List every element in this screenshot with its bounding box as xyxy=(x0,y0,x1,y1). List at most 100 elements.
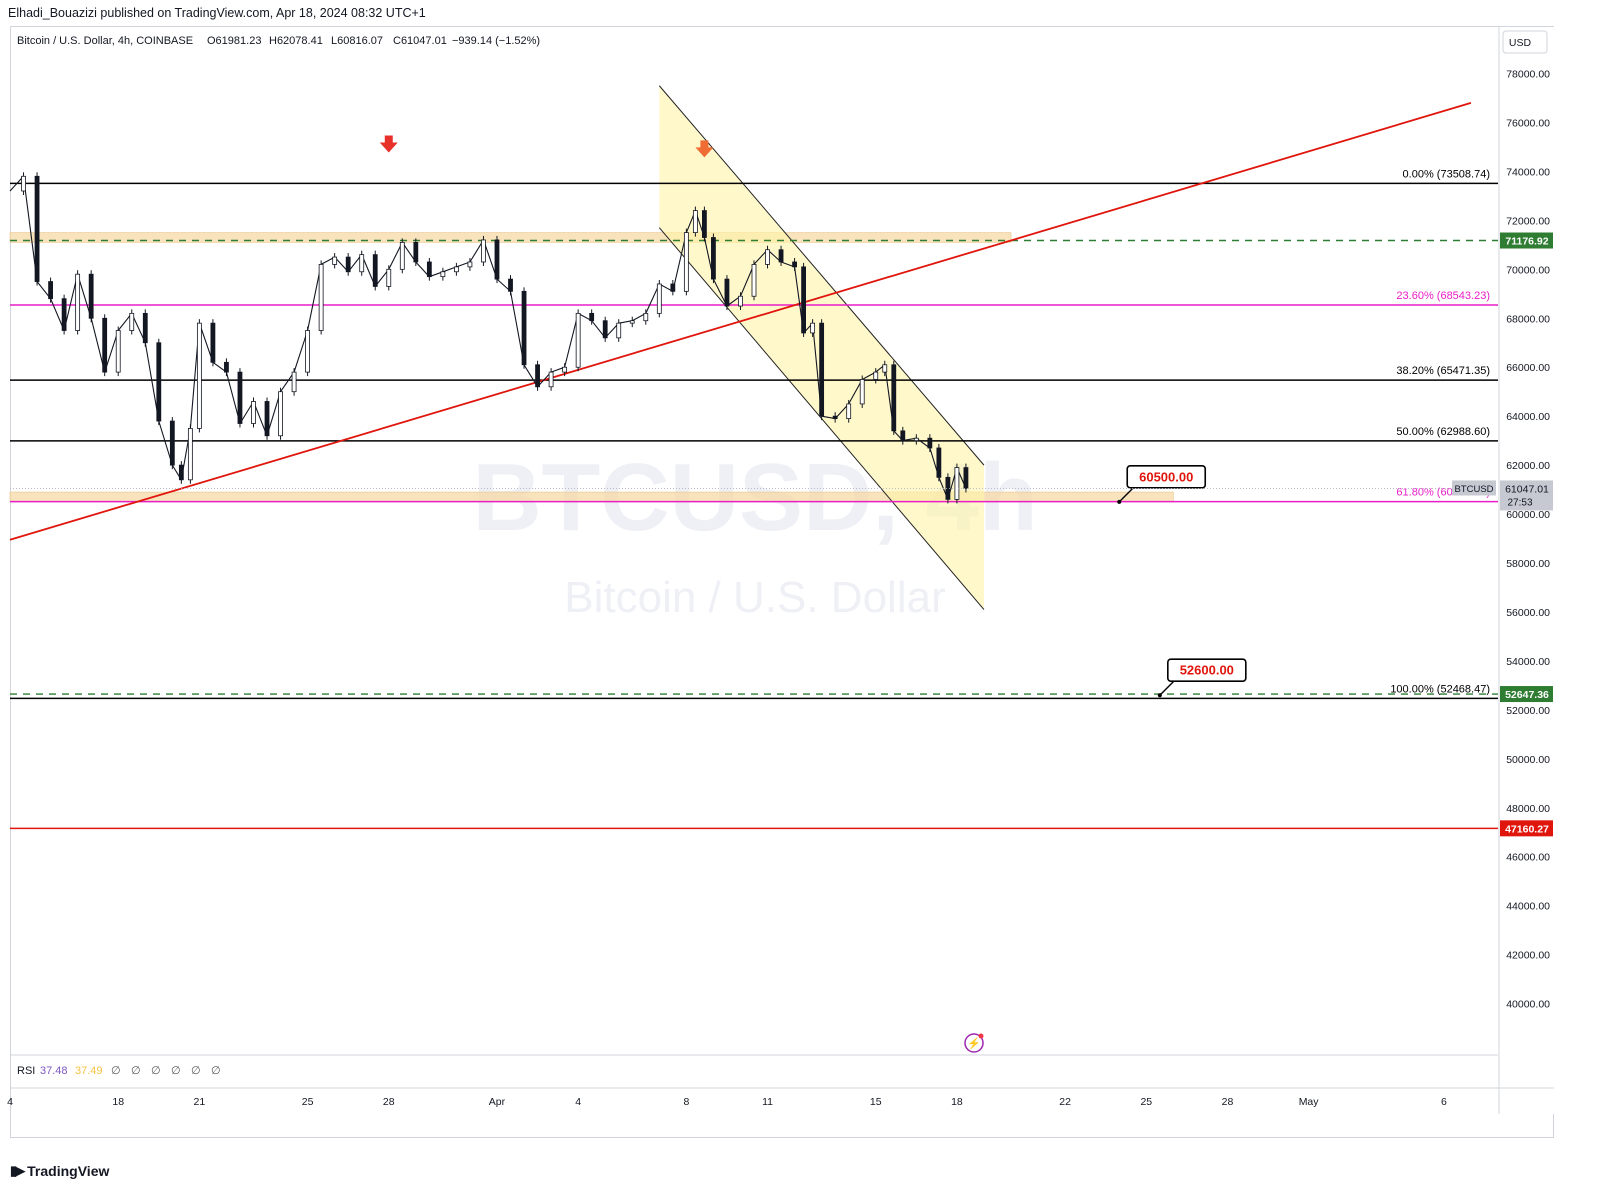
candle-body xyxy=(453,266,459,273)
callout-text: 52600.00 xyxy=(1180,663,1234,678)
candle-body xyxy=(602,320,608,339)
legend-item-2: H62078.41 xyxy=(269,35,323,47)
candle-body xyxy=(61,298,67,331)
candle-body xyxy=(643,312,649,322)
price-tick-label: 52000.00 xyxy=(1506,705,1550,717)
candle-body xyxy=(873,371,879,380)
candle-body xyxy=(900,430,906,442)
candle-body xyxy=(278,391,283,437)
time-tick-label: 4 xyxy=(575,1096,581,1108)
time-tick-label: 22 xyxy=(1059,1096,1071,1108)
channel-upper-line xyxy=(658,85,985,466)
candle-body xyxy=(48,281,53,300)
price-badge-label: 47160.27 xyxy=(1505,823,1549,835)
price-tick-label: 64000.00 xyxy=(1506,411,1550,423)
candle-body xyxy=(359,254,365,273)
countdown-label: 27:53 xyxy=(1507,497,1532,508)
legend-item-4: C61047.01 xyxy=(393,35,447,47)
price-tick-label: 50000.00 xyxy=(1506,754,1550,766)
price-badge-label: 52647.36 xyxy=(1505,689,1549,701)
price-tick-label: 46000.00 xyxy=(1506,852,1550,864)
candle-body xyxy=(102,317,108,373)
lightning-glyph: ⚡ xyxy=(967,1037,981,1050)
price-tick-label: 76000.00 xyxy=(1506,117,1550,129)
time-tick-label: 28 xyxy=(1222,1096,1234,1108)
candle-body xyxy=(413,241,419,263)
candle-body xyxy=(467,261,473,268)
candle-body xyxy=(692,210,698,233)
price-tick-label: 66000.00 xyxy=(1506,362,1550,374)
price-axis-bg xyxy=(1499,27,1554,1114)
candle-body xyxy=(882,364,888,373)
candle-body xyxy=(440,271,446,278)
candle-body xyxy=(178,464,184,481)
candle-body xyxy=(589,312,595,322)
support-zone xyxy=(9,491,1174,503)
candle-body xyxy=(936,447,942,478)
price-badge xyxy=(1500,820,1553,837)
currency-label: USD xyxy=(1509,37,1532,49)
price-tick-label: 42000.00 xyxy=(1506,950,1550,962)
price-badge xyxy=(1500,686,1553,703)
publisher-line: Elhadi_Bouazizi published on TradingView… xyxy=(8,6,426,20)
rsi-empty-value: ∅ xyxy=(191,1065,201,1077)
candle-body xyxy=(34,175,40,282)
price-tick-label: 78000.00 xyxy=(1506,69,1550,81)
time-tick-label: 8 xyxy=(683,1096,689,1108)
trend-line xyxy=(9,102,1472,541)
time-tick-label: 6 xyxy=(1441,1096,1447,1108)
symbol-tag xyxy=(1452,480,1496,496)
rsi-empty-value: ∅ xyxy=(211,1065,221,1077)
candle-body xyxy=(187,428,193,481)
candle-body xyxy=(169,420,175,466)
candle-body xyxy=(386,268,392,287)
price-tick-label: 70000.00 xyxy=(1506,264,1550,276)
price-tick-label: 54000.00 xyxy=(1506,656,1550,668)
candle-body xyxy=(426,261,432,278)
legend-item-0: Bitcoin / U.S. Dollar, 4h, COINBASE xyxy=(17,35,193,47)
price-tick-label: 48000.00 xyxy=(1506,803,1550,815)
candle-body xyxy=(765,249,770,265)
currency-button xyxy=(1502,30,1548,54)
price-tick-label: 74000.00 xyxy=(1506,166,1550,178)
price-badge-label: 71176.92 xyxy=(1505,236,1548,248)
callout-anchor xyxy=(1117,499,1122,504)
callout-anchor xyxy=(1157,693,1162,698)
candle-body xyxy=(224,361,229,373)
candle-body xyxy=(629,320,635,324)
candle-body xyxy=(115,330,121,373)
time-tick-label: Apr xyxy=(489,1096,506,1108)
lightning-icon xyxy=(964,1033,984,1053)
callout-pointer xyxy=(1118,487,1134,503)
fib-label-5: 100.00% (52468.47) xyxy=(1390,683,1490,695)
candle-body xyxy=(196,322,202,429)
candle-body xyxy=(711,237,716,280)
candle-body xyxy=(801,266,806,334)
tradingview-logo[interactable]: ▮▶ TradingView xyxy=(10,1163,109,1179)
legend-item-3: L60816.07 xyxy=(331,35,383,47)
candle-body xyxy=(724,278,730,307)
price-tick-label: 40000.00 xyxy=(1506,999,1550,1011)
rsi-value-2: 37.49 xyxy=(75,1065,103,1077)
last-price-badge xyxy=(1500,480,1553,511)
candle-body xyxy=(575,312,581,368)
candle-body xyxy=(927,437,933,449)
callout-pointer xyxy=(1159,680,1175,696)
down-arrow-icon xyxy=(379,135,398,153)
time-tick-label: 21 xyxy=(194,1096,206,1108)
time-tick-label: 25 xyxy=(302,1096,314,1108)
price-tick-label: 72000.00 xyxy=(1506,215,1550,227)
candle-body xyxy=(251,401,256,424)
candle-body xyxy=(156,342,162,422)
candle-body xyxy=(562,366,568,373)
rsi-label: RSI xyxy=(17,1065,35,1077)
candle-body xyxy=(656,283,662,314)
candle-body xyxy=(792,261,797,268)
fib-label-0: 0.00% (73508.74) xyxy=(1403,168,1490,180)
candle-body xyxy=(683,232,689,292)
candle-body xyxy=(846,403,852,420)
candle-body xyxy=(264,401,270,437)
candle-body xyxy=(819,322,825,417)
price-tick-label: 44000.00 xyxy=(1506,901,1550,913)
